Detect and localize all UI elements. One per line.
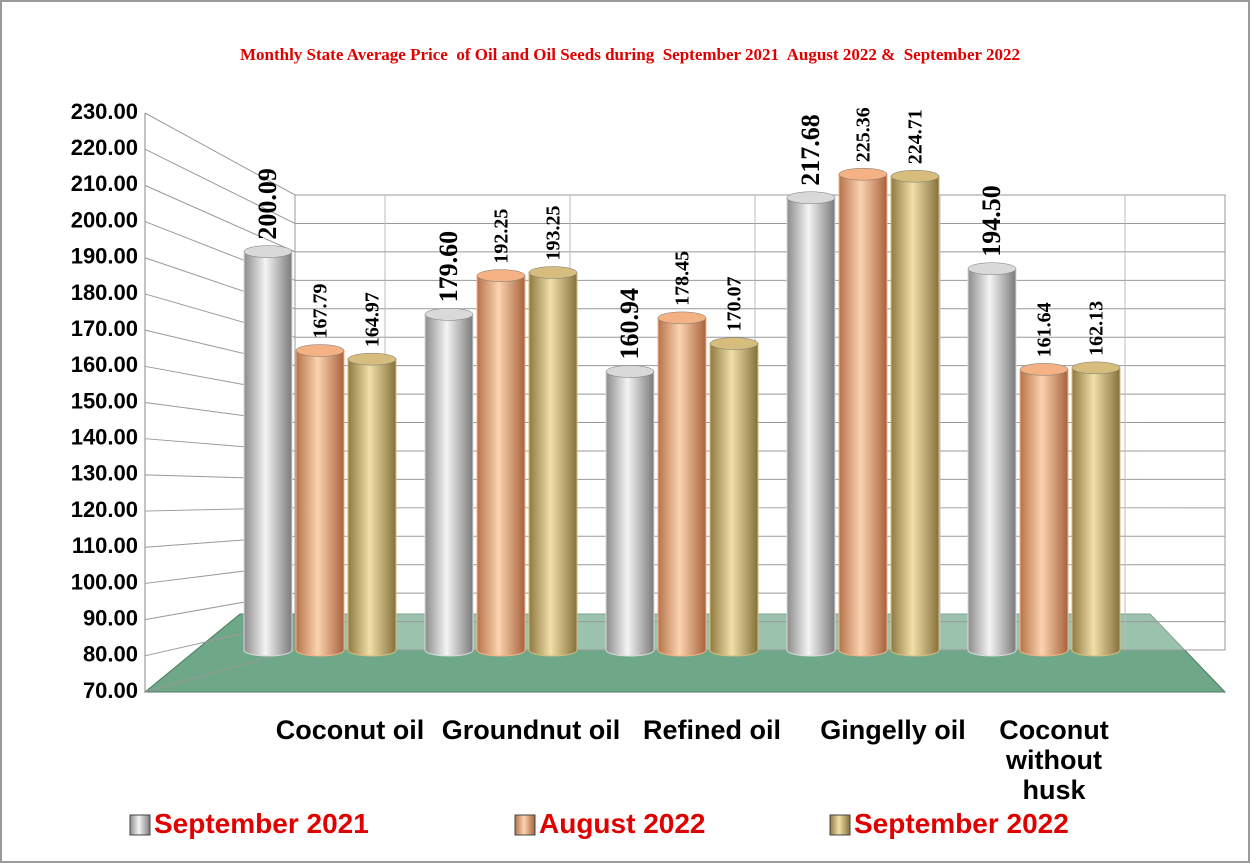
bar-body [967, 268, 1017, 657]
value-label: 178.45 [672, 251, 694, 306]
legend-swatch [514, 814, 536, 836]
bar-top [295, 344, 345, 357]
bar [890, 169, 940, 657]
y-tick-label: 140.00 [71, 425, 138, 450]
bar-top [1019, 363, 1069, 376]
y-tick-label: 210.00 [71, 171, 138, 196]
bar-body [1071, 367, 1121, 657]
bar-body [424, 313, 474, 657]
bar [967, 262, 1017, 657]
legend-label: August 2022 [539, 808, 706, 839]
bar-top [967, 262, 1017, 275]
y-tick-label: 110.00 [72, 533, 138, 558]
bar [786, 191, 836, 657]
bar-top [605, 365, 655, 378]
value-label: 167.79 [310, 284, 332, 339]
bar-top [838, 167, 888, 181]
value-label: 192.25 [491, 209, 513, 264]
x-tick-label: Gingelly oil [820, 715, 966, 745]
value-label: 170.07 [724, 277, 746, 332]
x-tick-label: Groundnut oil [441, 715, 621, 745]
y-tick-label: 100.00 [71, 569, 138, 594]
bar-body [890, 175, 940, 657]
bar-top [1071, 361, 1121, 375]
bar [657, 311, 707, 657]
y-tick-label: 130.00 [71, 461, 138, 486]
legend-swatch [829, 814, 851, 836]
bar-body [605, 370, 655, 657]
bar [605, 365, 655, 657]
y-tick-label: 200.00 [71, 207, 138, 232]
bar-body [528, 272, 578, 657]
bar-body [657, 317, 707, 657]
value-label: 225.36 [853, 107, 875, 162]
y-tick-label: 230.00 [71, 99, 138, 124]
value-label: 200.09 [253, 168, 282, 240]
value-label: 217.68 [796, 114, 825, 186]
chart-title: Monthly State Average Price of Oil and O… [239, 45, 1021, 64]
y-tick-label: 150.00 [71, 388, 138, 413]
value-label: 164.97 [362, 292, 384, 347]
bar-top [424, 308, 474, 321]
value-label: 194.50 [977, 185, 1006, 257]
bar-top [657, 311, 707, 325]
bar-body [295, 350, 345, 657]
bar [243, 245, 293, 657]
y-tick-label: 160.00 [71, 352, 138, 377]
y-tick-label: 180.00 [71, 280, 138, 305]
y-tick-label: 90.00 [83, 605, 138, 630]
y-tick-label: 220.00 [71, 135, 138, 160]
grid-line [144, 112, 1225, 196]
bar-top [890, 169, 940, 183]
bar-top [528, 266, 578, 279]
bar-top [243, 245, 293, 258]
bar [476, 269, 526, 657]
bar-body [838, 173, 888, 657]
bar [838, 167, 888, 657]
x-tick-label: Coconut without husk [999, 715, 1109, 805]
legend-swatch [129, 814, 151, 836]
bar [347, 352, 397, 657]
x-tick-label: Coconut oil [275, 715, 425, 745]
bar-body [786, 197, 836, 657]
value-label: 162.13 [1086, 301, 1108, 356]
y-tick-label: 170.00 [71, 316, 138, 341]
bar [528, 266, 578, 657]
bar-body [476, 275, 526, 657]
value-label: 160.94 [615, 288, 644, 360]
y-tick-label: 120.00 [71, 497, 138, 522]
bar [295, 344, 345, 657]
y-tick-label: 70.00 [83, 678, 138, 703]
bar-body [709, 343, 759, 657]
bar [1071, 361, 1121, 657]
bar-top [347, 352, 397, 366]
y-tick-label: 190.00 [71, 244, 138, 269]
value-label: 224.71 [905, 109, 927, 164]
bar-top [476, 269, 526, 282]
value-label: 193.25 [543, 206, 565, 261]
x-tick-label: Refined oil [642, 715, 781, 745]
bar-top [709, 337, 759, 350]
bar [709, 337, 759, 657]
legend-label: September 2021 [154, 808, 369, 839]
bar [1019, 363, 1069, 657]
legend-label: September 2022 [854, 808, 1069, 839]
bar-body [1019, 368, 1069, 657]
value-label: 179.60 [434, 231, 463, 303]
value-label: 161.64 [1034, 302, 1056, 357]
bar-body [347, 358, 397, 657]
bar-body [243, 251, 293, 657]
bar-top [786, 191, 836, 204]
bar [424, 308, 474, 657]
y-tick-label: 80.00 [83, 642, 138, 667]
